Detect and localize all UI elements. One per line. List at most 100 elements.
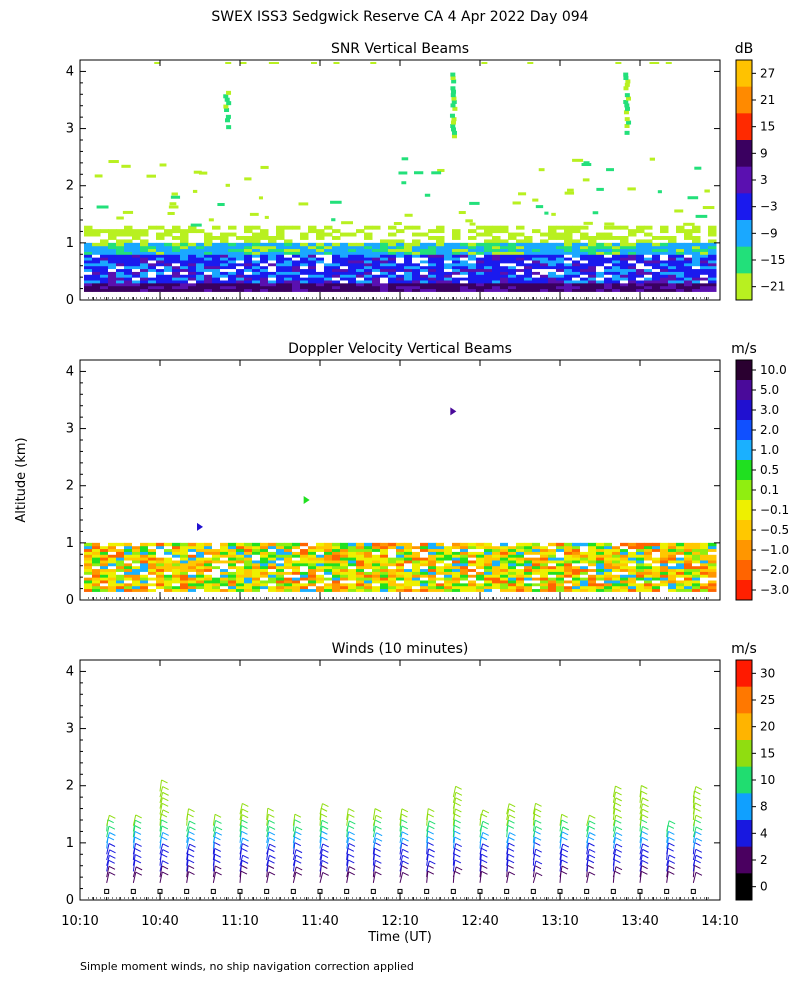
x-tick-label: 12:40 [461, 914, 498, 929]
wind-barb [426, 854, 429, 866]
colorbar-swatch [736, 86, 752, 114]
doppler-cell [508, 545, 517, 550]
snr-cell [340, 285, 349, 290]
snr-cell [84, 271, 93, 275]
doppler-cell [676, 588, 685, 592]
wind-barb-flag [401, 825, 409, 830]
snr-cell [236, 257, 245, 261]
doppler-cell [356, 562, 365, 567]
doppler-cell [484, 574, 493, 578]
doppler-cell [332, 577, 341, 581]
snr-cell [492, 257, 501, 261]
doppler-cell [644, 565, 653, 570]
doppler-cell [292, 562, 301, 567]
snr-cell [636, 282, 645, 287]
snr-cell [340, 260, 349, 264]
doppler-cell [220, 580, 229, 584]
doppler-cell [348, 577, 357, 581]
snr-cell [628, 285, 637, 290]
doppler-cell [372, 571, 381, 575]
doppler-cell [564, 560, 573, 564]
doppler-cell [340, 588, 349, 592]
snr-cell [220, 242, 229, 247]
snr-cell [620, 260, 629, 264]
doppler-cell [308, 551, 317, 555]
snr-cell [428, 251, 437, 255]
doppler-cell [380, 557, 389, 561]
doppler-cell [116, 588, 125, 592]
snr-cell [364, 285, 373, 290]
doppler-cell [604, 562, 613, 567]
snr-cell [524, 271, 533, 275]
doppler-cell [132, 560, 141, 564]
wind-barb [639, 843, 644, 855]
doppler-cell [124, 565, 133, 570]
snr-cell [84, 251, 93, 255]
colorbar-label: −0.5 [760, 523, 789, 537]
doppler-cell [596, 577, 605, 581]
snr-cell [396, 265, 405, 270]
snr-cell [660, 282, 669, 287]
doppler-cell [404, 565, 413, 570]
snr-cell [532, 268, 541, 272]
snr-cell [132, 248, 141, 252]
snr-cell [700, 245, 709, 250]
doppler-cell [140, 582, 149, 587]
doppler-cell [356, 560, 365, 564]
doppler-cell [228, 571, 237, 575]
doppler-cell [516, 562, 525, 567]
doppler-cell [548, 574, 557, 578]
snr-cell [644, 280, 653, 284]
snr-cell [300, 277, 309, 281]
wind-barb [532, 872, 537, 883]
doppler-cell [620, 548, 629, 552]
doppler-cell [468, 562, 477, 567]
doppler-cell [604, 560, 613, 564]
snr-cell [708, 248, 717, 252]
doppler-cell [444, 562, 453, 567]
wind-barb-flag [374, 808, 382, 813]
snr-cell [700, 271, 709, 275]
doppler-cell [444, 568, 453, 572]
wind-barb-flag [667, 824, 675, 829]
snr-cell [548, 245, 557, 250]
snr-cell [404, 251, 413, 255]
doppler-cell [356, 551, 365, 555]
snr-cell [484, 242, 493, 247]
doppler-cell [692, 580, 701, 584]
snr-cell [388, 242, 397, 247]
doppler-cell [308, 588, 317, 592]
snr-speck [564, 191, 575, 195]
snr-cell [684, 245, 693, 250]
snr-cell [700, 254, 709, 258]
doppler-cell [588, 574, 597, 578]
doppler-cell [396, 560, 405, 564]
doppler-cell [316, 562, 325, 567]
snr-column-cell [223, 104, 229, 109]
snr-cell [492, 236, 501, 240]
snr-cell [668, 257, 677, 261]
doppler-cell [204, 580, 213, 584]
snr-cell [500, 225, 509, 230]
snr-cell [276, 242, 285, 247]
doppler-cell [604, 554, 613, 558]
snr-cell [460, 288, 469, 292]
doppler-cell [700, 565, 709, 570]
snr-cell [204, 260, 213, 264]
snr-cell [308, 254, 317, 258]
snr-speck [108, 160, 119, 164]
doppler-cell [556, 565, 565, 570]
snr-cell [580, 280, 589, 284]
doppler-cell [692, 588, 701, 592]
snr-cell [580, 254, 589, 258]
doppler-cell [548, 577, 557, 581]
colorbar-label: 0.1 [760, 483, 779, 497]
wind-barb-flag [642, 803, 649, 808]
doppler-cell [636, 554, 645, 558]
snr-cell [220, 271, 229, 275]
snr-cell [284, 239, 293, 244]
doppler-cell [660, 568, 669, 572]
doppler-cell [204, 557, 213, 561]
doppler-cell [316, 545, 325, 550]
doppler-cell [620, 557, 629, 561]
